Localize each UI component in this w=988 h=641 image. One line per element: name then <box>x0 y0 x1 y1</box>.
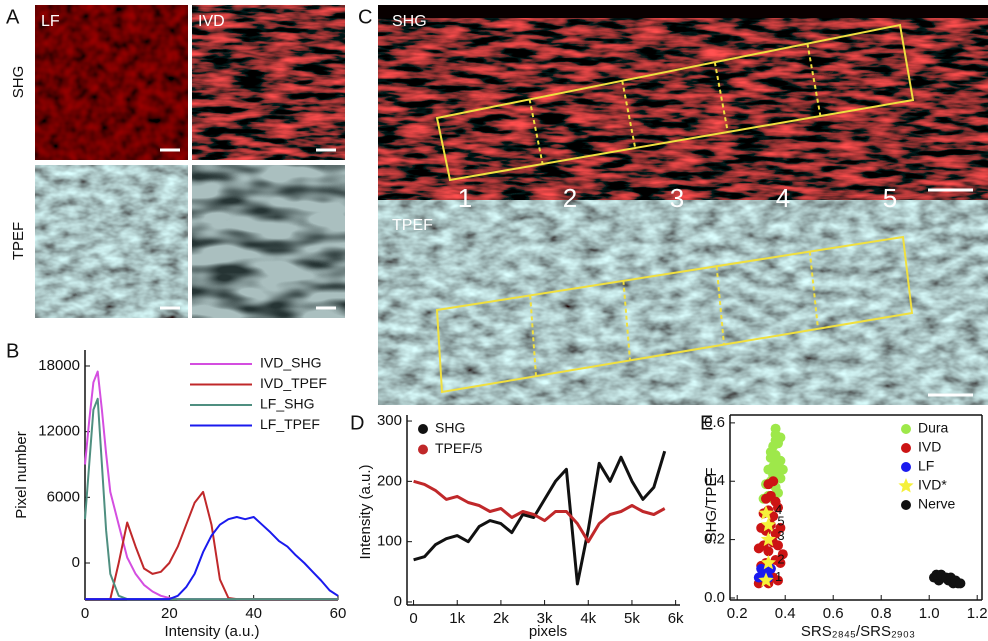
point-label: 2 <box>777 551 784 566</box>
legend-label: TPEF/5 <box>435 440 483 456</box>
legend-label: Nerve <box>918 496 956 512</box>
x-tick-label: 0.2 <box>727 605 748 622</box>
y-tick-label: 0 <box>72 554 80 571</box>
x-tick-label: 0.6 <box>823 605 844 622</box>
row-label: TPEF <box>392 217 433 234</box>
x-axis-label: Intensity (a.u.) <box>164 623 259 640</box>
y-tick-label: 12000 <box>38 423 80 440</box>
image-texture <box>192 165 345 318</box>
x-tick-label: 60 <box>330 605 347 622</box>
data-line <box>414 481 665 541</box>
legend-swatch <box>898 478 913 493</box>
x-tick-label: 4k <box>580 610 596 627</box>
legend-label: IVD* <box>918 477 947 493</box>
row-label: TPEF <box>10 222 27 260</box>
x-tick-label: 1k <box>449 610 465 627</box>
x-tick-label: 2k <box>493 610 509 627</box>
scatter-point <box>771 424 781 434</box>
scatter-point <box>771 435 781 445</box>
scatter-point <box>763 546 773 556</box>
x-tick-label: 1.0 <box>919 605 940 622</box>
x-tick-label: 0 <box>81 605 89 622</box>
y-tick-label: 300 <box>377 412 402 429</box>
panel-letter: A <box>6 6 20 28</box>
panel-letter: B <box>6 340 19 362</box>
region-label: 2 <box>563 183 577 213</box>
x-tick-label: 5k <box>624 610 640 627</box>
y-axis-label: SHG/TPEF <box>703 467 720 542</box>
point-label: 3 <box>777 528 784 543</box>
legend-label: LF_TPEF <box>260 416 320 432</box>
column-label: IVD <box>198 13 225 30</box>
legend-swatch <box>901 462 911 472</box>
row-label: SHG <box>10 66 27 99</box>
data-line <box>85 492 338 599</box>
legend-swatch <box>901 500 911 510</box>
legend-label: SHG <box>435 420 465 436</box>
scatter-point <box>778 465 788 475</box>
legend-swatch <box>901 424 911 434</box>
y-axis-label: Intensity (a.u.) <box>357 464 374 559</box>
legend-label: IVD <box>918 439 941 455</box>
x-tick-label: 1.2 <box>967 605 988 622</box>
legend-label: Dura <box>918 420 949 436</box>
image-lf-tpef <box>35 165 188 318</box>
y-tick-label: 0.0 <box>704 589 725 606</box>
panel-letter: D <box>350 412 364 434</box>
y-axis-label: Pixel number <box>13 431 30 519</box>
legend-swatch <box>418 445 428 455</box>
x-tick-label: 40 <box>245 605 262 622</box>
point-label: 1 <box>775 569 782 584</box>
y-tick-label: 18000 <box>38 357 80 374</box>
panel-letter: C <box>358 6 372 28</box>
y-tick-label: 6000 <box>47 488 80 505</box>
x-tick-label: 0.8 <box>871 605 892 622</box>
legend-label: IVD_TPEF <box>260 375 327 391</box>
legend-label: IVD_SHG <box>260 355 321 371</box>
point-label: 5 <box>777 513 784 528</box>
figure: A LF IVD SHG TPEF C SHG TPEF 1 2 3 4 5 B… <box>0 0 988 641</box>
column-label: LF <box>41 13 60 30</box>
x-tick-label: 6k <box>668 610 684 627</box>
y-tick-label: 200 <box>377 472 402 489</box>
region-label: 1 <box>458 183 472 213</box>
legend-swatch <box>901 443 911 453</box>
x-axis-label: SRS₂₈₄₅/SRS₂₉₀₃ <box>801 623 915 640</box>
y-tick-label: 100 <box>377 533 402 550</box>
y-tick-label: 0 <box>394 593 402 610</box>
region-label: 3 <box>670 183 684 213</box>
scatter-point <box>955 578 965 588</box>
region-label: 5 <box>883 183 897 213</box>
legend-swatch <box>418 424 428 434</box>
x-tick-label: 20 <box>161 605 178 622</box>
x-tick-label: 0.4 <box>775 605 796 622</box>
x-tick-label: 0 <box>409 610 417 627</box>
legend-label: LF_SHG <box>260 396 314 412</box>
y-tick-label: 0.6 <box>704 414 725 431</box>
legend-label: LF <box>918 458 934 474</box>
scatter-point <box>766 447 776 457</box>
region-label: 4 <box>776 183 790 213</box>
x-axis-label: pixels <box>529 623 567 640</box>
scatter-point <box>768 476 778 486</box>
row-label: SHG <box>392 13 427 30</box>
